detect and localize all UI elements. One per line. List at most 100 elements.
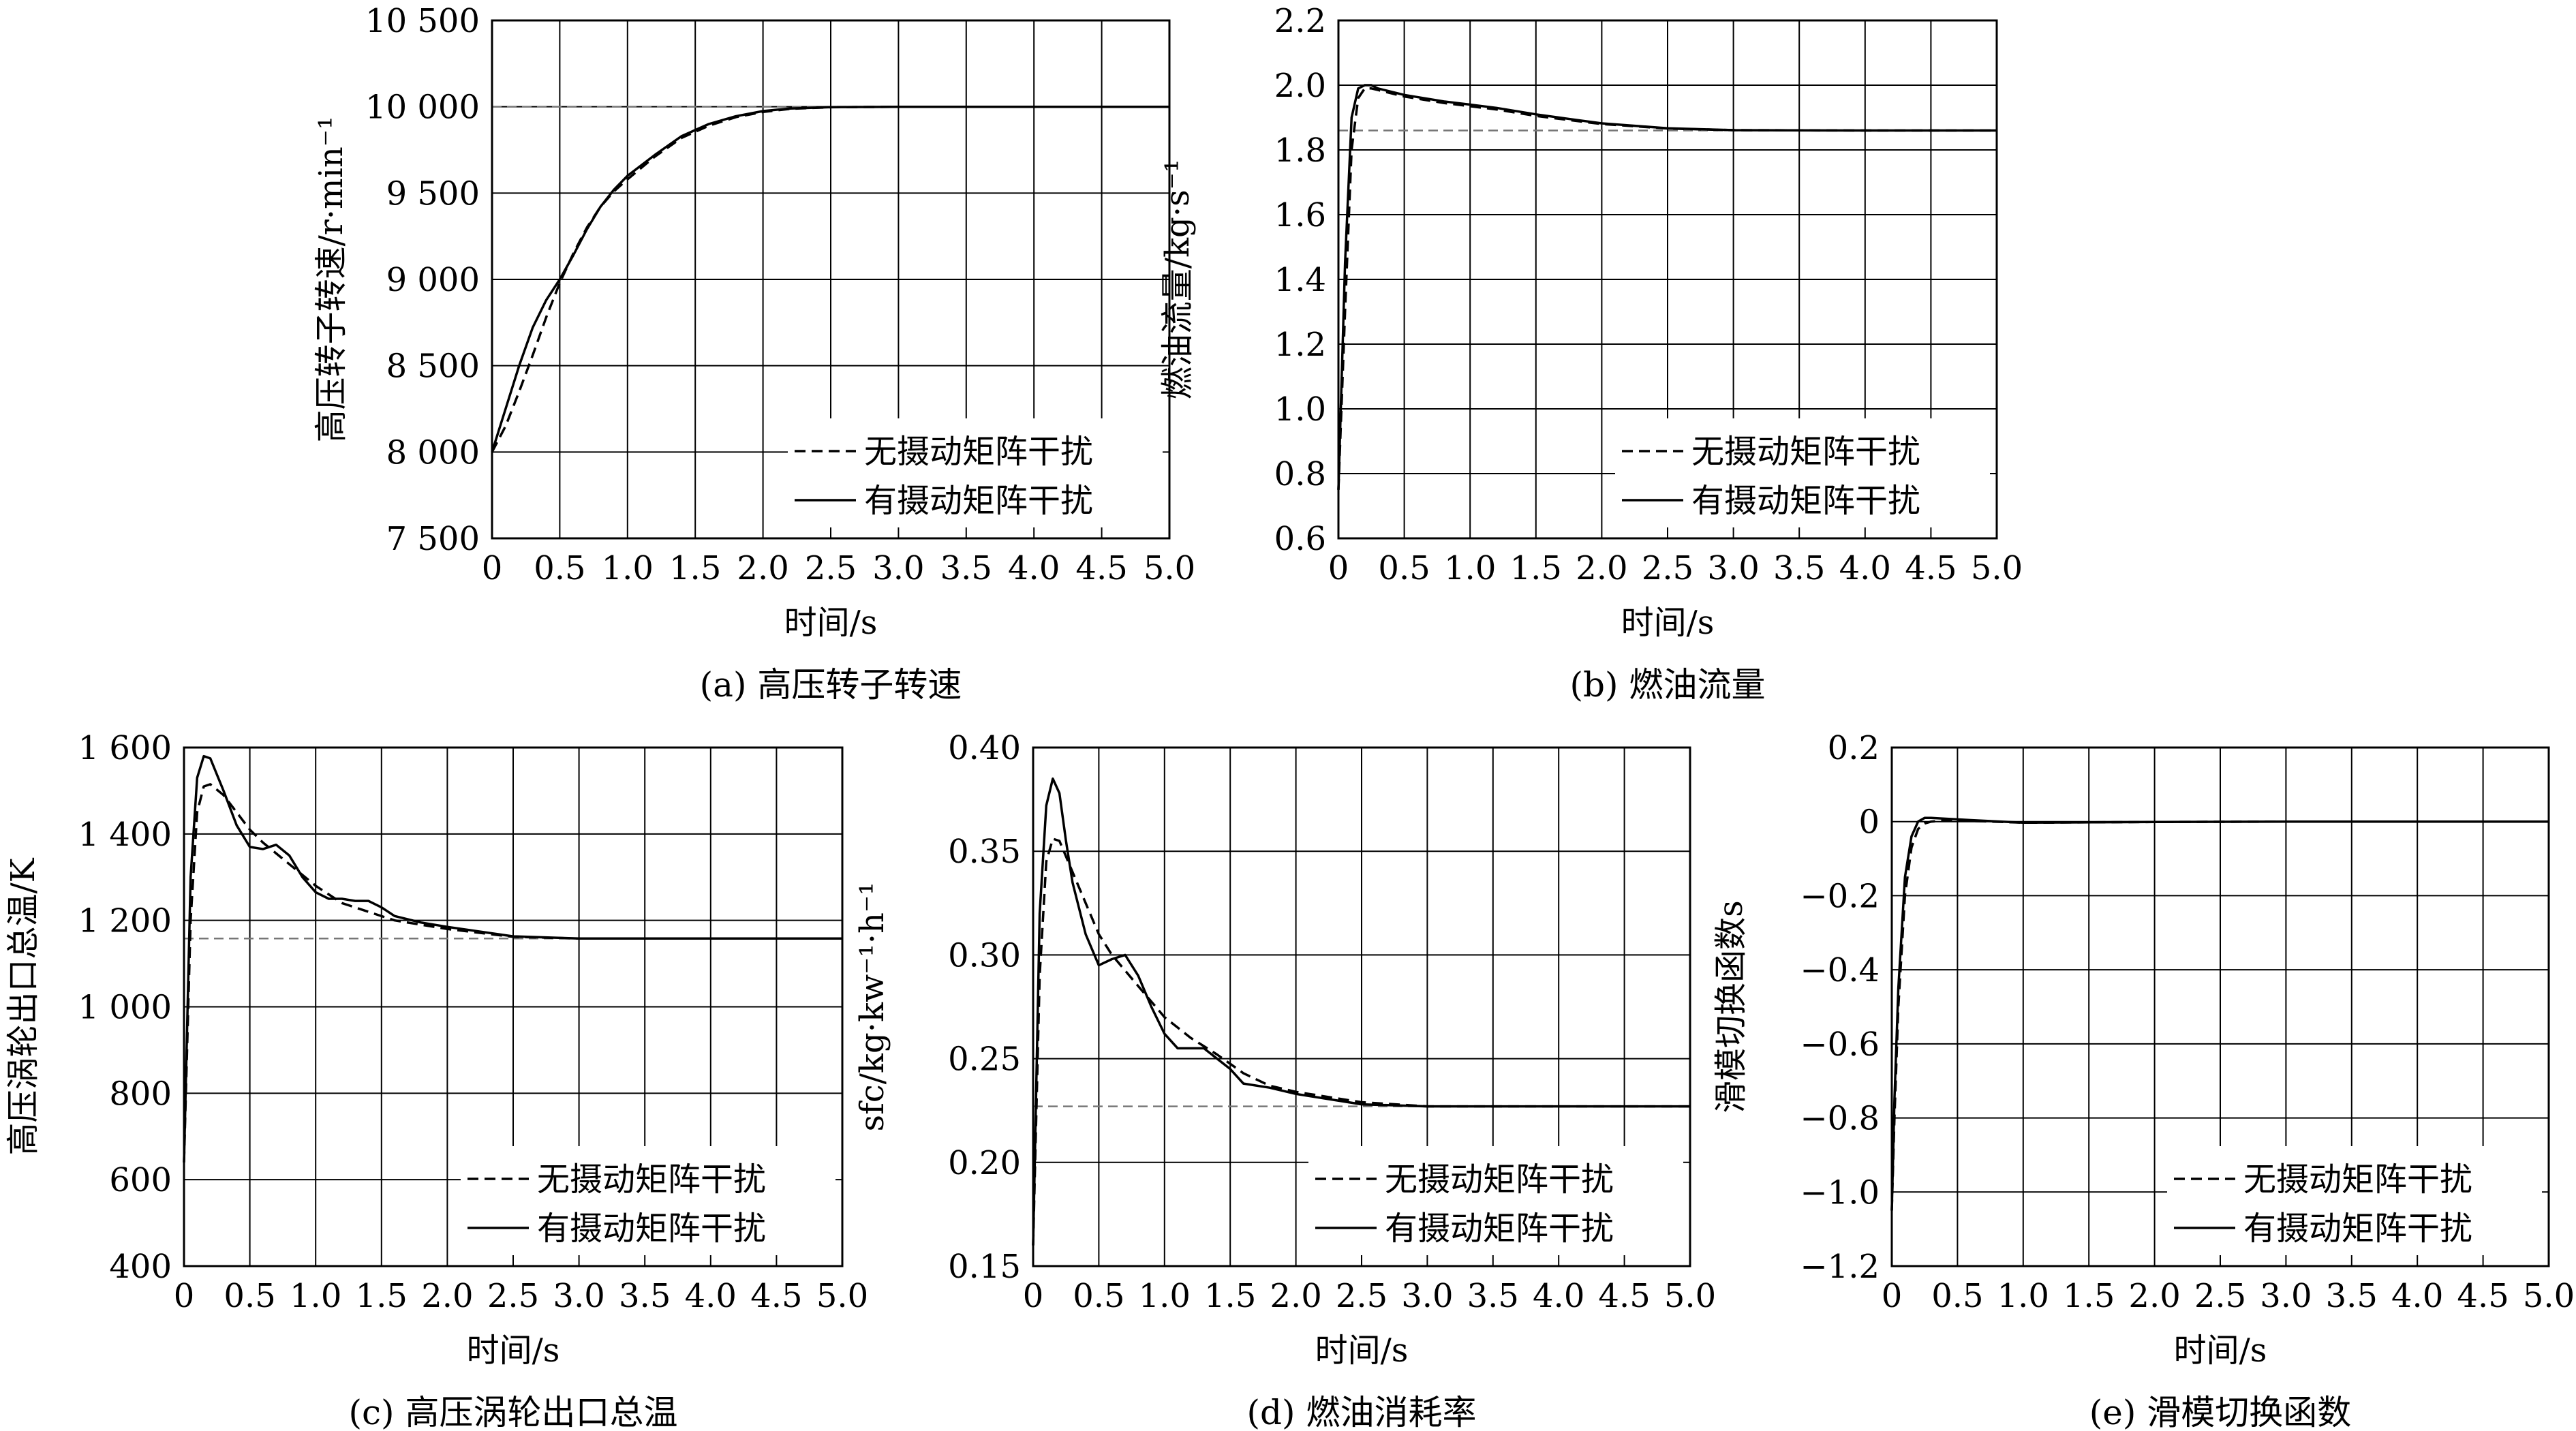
- chart4-legend-label-solid: 有摄动矩阵干扰: [1385, 1210, 1614, 1248]
- chart5-ytick-label-3: −0.6: [1800, 1026, 1880, 1064]
- chart1-ytick-label-2: 8 500: [386, 348, 480, 386]
- chart1-ylabel: 高压转子转速/r·min⁻¹: [312, 117, 350, 443]
- chart3-ytick-label-4: 1 200: [78, 902, 172, 940]
- chart2-ytick-label-6: 1.8: [1274, 132, 1326, 170]
- chart2-ytick-label-3: 1.2: [1274, 326, 1326, 364]
- chart2-ytick-label-0: 0.6: [1274, 520, 1326, 558]
- chart3-legend-label-solid: 有摄动矩阵干扰: [537, 1210, 766, 1248]
- chart4-xtick-label-9: 4.5: [1598, 1277, 1650, 1315]
- chart4-ytick-label-5: 0.40: [948, 729, 1021, 767]
- chart3-legend-label-dashed: 无摄动矩阵干扰: [537, 1160, 766, 1199]
- chart4-ytick-label-0: 0.15: [948, 1248, 1021, 1286]
- chart5-xtick-label-10: 5.0: [2523, 1277, 2575, 1315]
- chart1-xtick-label-1: 0.5: [534, 549, 585, 587]
- chart2-ylabel: 燃油流量/kg·s⁻¹: [1159, 159, 1197, 399]
- chart2-ytick-label-2: 1.0: [1274, 390, 1326, 429]
- chart1-ytick-label-3: 9 000: [386, 261, 480, 299]
- chart1-xtick-label-2: 1.0: [602, 549, 654, 587]
- chart2-xtick-label-6: 3.0: [1707, 549, 1759, 587]
- chart3-xtick-label-0: 0: [174, 1277, 195, 1315]
- chart4-xtick-label-8: 4.0: [1533, 1277, 1584, 1315]
- chart5-xtick-label-4: 2.0: [2128, 1277, 2180, 1315]
- chart2-xtick-label-3: 1.5: [1510, 549, 1562, 587]
- chart4-xtick-label-5: 2.5: [1336, 1277, 1387, 1315]
- chart1-xtick-label-0: 0: [482, 549, 503, 587]
- chart2-legend-label-solid: 有摄动矩阵干扰: [1691, 482, 1920, 520]
- chart2-ytick-label-1: 0.8: [1274, 455, 1326, 493]
- chart4-series-dashed: [1032, 837, 1690, 1246]
- chart1-xtick-label-8: 4.0: [1008, 549, 1060, 587]
- chart1-xtick-label-9: 4.5: [1075, 549, 1127, 587]
- chart5-xtick-label-0: 0: [1882, 1277, 1903, 1315]
- chart2-ytick-label-5: 1.6: [1274, 196, 1326, 234]
- chart4-plot-frame: [1032, 746, 1691, 1267]
- chart4-panel: 0 0.5 1.0 1.5 2.0 2.5 3.0 3.5 4.0 4.5 5.0 0.15 0.20 0…: [853, 729, 1716, 1431]
- chart5-xtick-label-1: 0.5: [1931, 1277, 1983, 1315]
- chart1-caption: (a) 高压转子转速: [700, 665, 962, 705]
- chart1-xtick-label-3: 1.5: [669, 549, 721, 587]
- chart2-legend-label-dashed: 无摄动矩阵干扰: [1691, 433, 1920, 471]
- chart1-xtick-label-4: 2.0: [737, 549, 788, 587]
- chart4-xtick-label-6: 3.0: [1401, 1277, 1453, 1315]
- chart1-plot-frame: [491, 19, 1171, 540]
- chart3-xtick-label-3: 1.5: [356, 1277, 408, 1315]
- chart1-legend-label-solid: 有摄动矩阵干扰: [864, 482, 1093, 520]
- chart2-caption: (b) 燃油流量: [1570, 665, 1766, 705]
- chart3-xlabel: 时间/s: [467, 1332, 560, 1370]
- chart3-xtick-label-10: 5.0: [816, 1277, 868, 1315]
- chart5-xtick-label-7: 3.5: [2326, 1277, 2378, 1315]
- chart3-xtick-label-1: 0.5: [224, 1277, 275, 1315]
- chart5-caption: (e) 滑模切换函数: [2089, 1393, 2352, 1431]
- chart4-ytick-label-1: 0.20: [948, 1144, 1021, 1182]
- chart1-ytick-label-4: 9 500: [386, 174, 480, 213]
- chart1-xtick-label-10: 5.0: [1144, 549, 1195, 587]
- chart2-xtick-label-2: 1.0: [1444, 549, 1496, 587]
- chart2-xtick-label-4: 2.0: [1576, 549, 1627, 587]
- chart5-panel: 0 0.5 1.0 1.5 2.0 2.5 3.0 3.5 4.0 4.5 5.0 −1.2 −1.0 −…: [1712, 729, 2575, 1431]
- chart3-ytick-label-6: 1 600: [78, 729, 172, 767]
- chart5-ytick-label-4: −0.4: [1800, 951, 1880, 989]
- chart1-legend-label-dashed: 无摄动矩阵干扰: [864, 433, 1093, 471]
- chart5-ytick-label-0: −1.2: [1800, 1248, 1880, 1286]
- chart5-xtick-label-8: 4.0: [2391, 1277, 2443, 1315]
- chart4-xtick-label-7: 3.5: [1467, 1277, 1519, 1315]
- chart5-ytick-label-6: 0: [1858, 803, 1880, 842]
- chart3-ylabel: 高压涡轮出口总温/K: [4, 857, 42, 1155]
- chart3-ytick-label-0: 400: [109, 1248, 172, 1286]
- chart2-xtick-label-7: 3.5: [1773, 549, 1825, 587]
- chart2-panel: 0 0.5 1.0 1.5 2.0 2.5 3.0 3.5 4.0 4.5 5.0 0.6 0.8 1.0…: [1159, 2, 2023, 705]
- chart5-ytick-label-2: −0.8: [1800, 1100, 1880, 1138]
- chart5-legend-box: [2167, 1146, 2542, 1255]
- chart3-xtick-label-9: 4.5: [750, 1277, 802, 1315]
- chart5-xtick-label-3: 1.5: [2063, 1277, 2115, 1315]
- chart1-ytick-label-1: 8 000: [386, 433, 480, 472]
- chart1-series-solid: [491, 105, 1169, 452]
- chart4-ytick-label-3: 0.30: [948, 936, 1021, 974]
- chart3-xtick-label-5: 2.5: [487, 1277, 539, 1315]
- chart4-xlabel: 时间/s: [1315, 1332, 1409, 1370]
- chart2-legend-box: [1615, 418, 1990, 527]
- chart2-xlabel: 时间/s: [1621, 604, 1715, 642]
- chart2-ytick-label-8: 2.2: [1274, 2, 1326, 40]
- chart5-legend-label-dashed: 无摄动矩阵干扰: [2243, 1160, 2472, 1199]
- chart1-xtick-label-5: 2.5: [805, 549, 857, 587]
- chart2-xtick-label-9: 4.5: [1905, 549, 1957, 587]
- chart5-ytick-label-1: −1.0: [1800, 1173, 1880, 1212]
- chart2-ytick-label-7: 2.0: [1274, 67, 1326, 105]
- chart2-plot-frame: [1337, 19, 1998, 540]
- chart3-legend-box: [461, 1146, 835, 1255]
- chart5-plot-frame: [1890, 746, 2550, 1267]
- chart5-xtick-label-6: 3.0: [2260, 1277, 2312, 1315]
- chart4-legend-box: [1308, 1146, 1683, 1255]
- chart2-series-solid: [1337, 84, 1997, 490]
- chart3-panel: 0 0.5 1.0 1.5 2.0 2.5 3.0 3.5 4.0 4.5 5.0 400 600 800…: [4, 729, 868, 1431]
- chart4-xtick-label-0: 0: [1023, 1277, 1044, 1315]
- chart5-ylabel: 滑模切换函数s: [1712, 900, 1750, 1113]
- chart5-xtick-label-2: 1.0: [1997, 1277, 2049, 1315]
- chart5-series-solid: [1890, 816, 2549, 1211]
